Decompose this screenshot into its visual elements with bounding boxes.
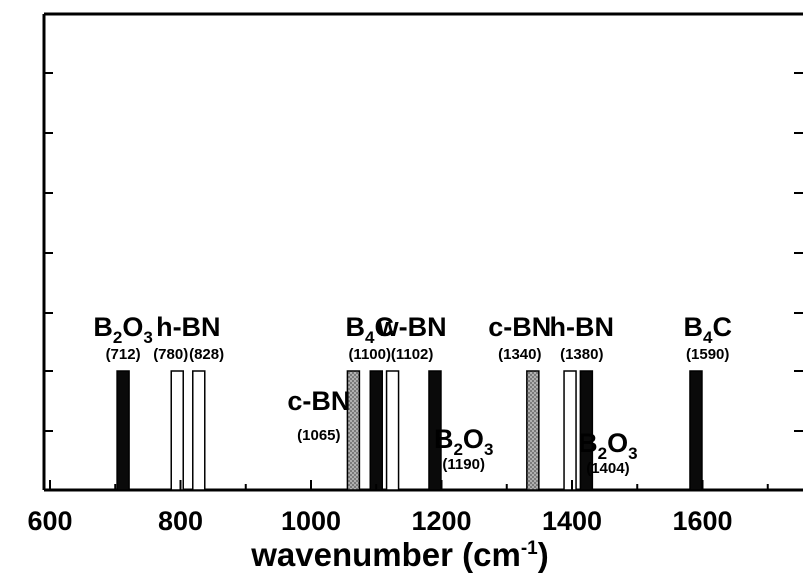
annotation-label: h-BN xyxy=(156,312,220,342)
bar-1065 xyxy=(346,370,361,491)
x-tick-label-1400: 1400 xyxy=(542,506,602,536)
x-tick-label-800: 800 xyxy=(158,506,203,536)
bars-group xyxy=(116,370,703,491)
annotation-label: B2O3 xyxy=(434,424,493,459)
bar-1590 xyxy=(689,370,703,491)
bar-1397 xyxy=(563,370,577,491)
annotation-wavenumber: (780) xyxy=(153,346,188,363)
bar-712 xyxy=(116,370,130,491)
annotation-wavenumber: (1590) xyxy=(686,346,729,363)
x-tick-label-1200: 1200 xyxy=(411,506,471,536)
annotation-label: B2O3 xyxy=(578,428,637,463)
bar-828 xyxy=(192,370,206,491)
annotation-label: w-BN xyxy=(377,312,447,342)
annotation-label: c-BN xyxy=(287,386,350,416)
annotation-wavenumber: (1404) xyxy=(586,460,629,477)
annotation-label: B4C xyxy=(345,312,393,347)
x-tick-label-600: 600 xyxy=(27,506,72,536)
bar-1422 xyxy=(579,370,594,491)
annotation-wavenumber: (1100) xyxy=(348,346,391,363)
bar-1340 xyxy=(526,370,540,491)
bar-795 xyxy=(170,370,184,491)
x-tick-label-1000: 1000 xyxy=(281,506,341,536)
bar-1190 xyxy=(428,370,442,491)
x-axis-label: wavenumber (cm-1) xyxy=(250,536,549,573)
annotation-wavenumber: (1065) xyxy=(297,427,340,444)
annotation-label: c-BN xyxy=(488,312,551,342)
annotation-label: h-BN xyxy=(550,312,614,342)
x-axis-ticks: 600 800 1000 1200 1400 1600 xyxy=(27,480,769,536)
annotation-wavenumber: (1190) xyxy=(442,456,485,473)
x-tick-label-1600: 1600 xyxy=(672,506,732,536)
annotation-wavenumber: (712) xyxy=(106,346,141,363)
annotation-wavenumber: (1102) xyxy=(391,346,434,363)
plot-frame xyxy=(42,12,803,492)
annotation-wavenumber: (1340) xyxy=(498,346,541,363)
bar-1125 xyxy=(385,370,400,491)
annotation-label: B4C xyxy=(683,312,731,347)
bar-1100 xyxy=(369,370,383,491)
annotation-label: B2O3 xyxy=(93,312,152,347)
annotation-wavenumber: (1380) xyxy=(560,346,603,363)
annotation-wavenumber: (828) xyxy=(189,346,224,363)
annotations-group: B2O3(712)h-BN(780) (828)B4C(1100)w-BN(110… xyxy=(93,312,732,477)
